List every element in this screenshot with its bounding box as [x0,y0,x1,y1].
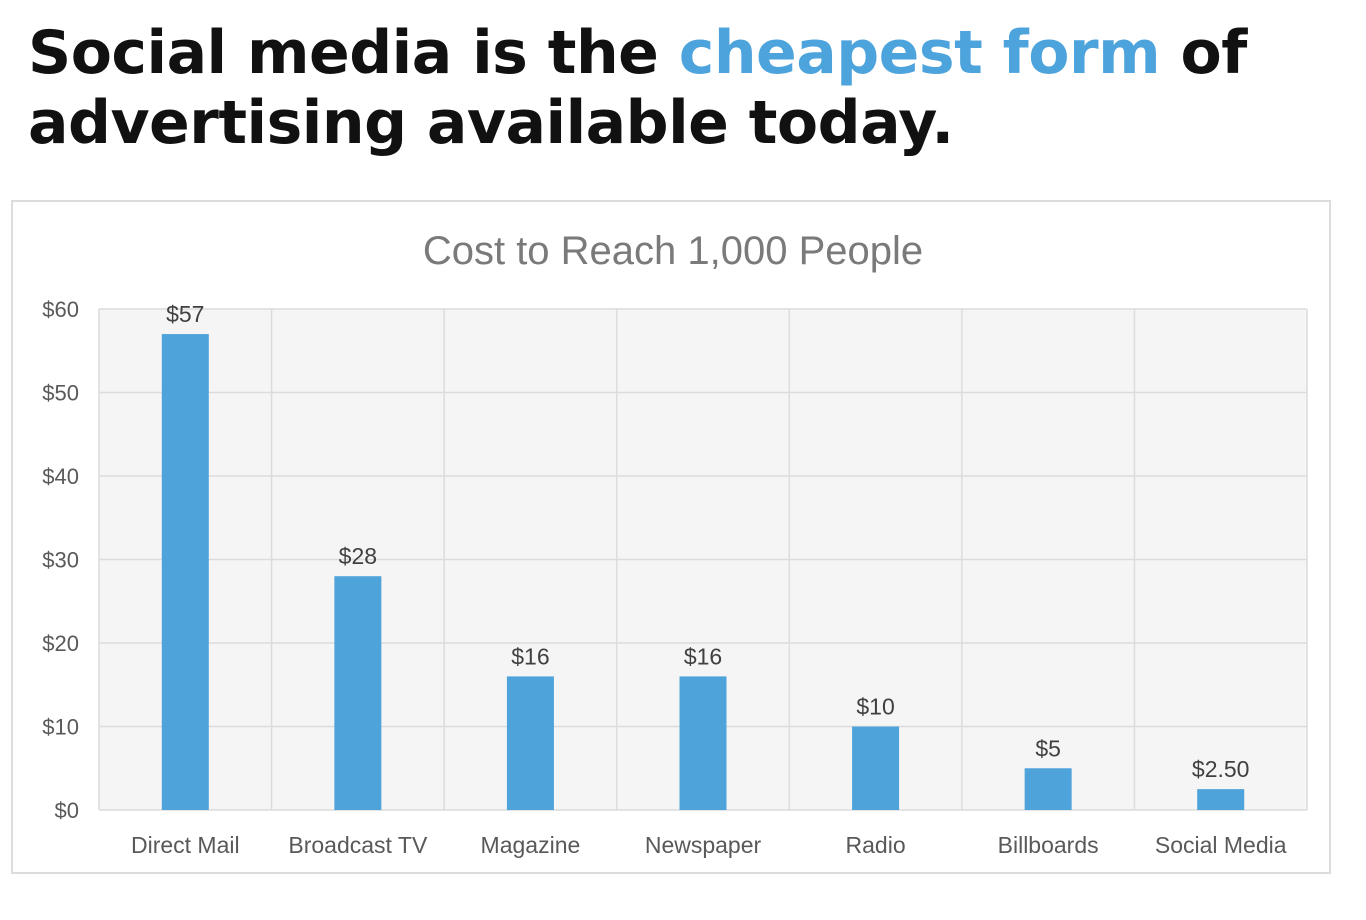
bar-chart: Cost to Reach 1,000 People $0 $10 $20 $30 $4… [42,229,1308,858]
bar [852,726,900,810]
bar [334,576,382,810]
headline-part-1: Social media is the [28,18,679,88]
bar [1197,789,1245,810]
y-tick-label: $20 [42,631,79,656]
x-tick-label: Billboards [998,832,1099,858]
y-tick-label: $50 [42,381,79,406]
data-label: $57 [166,301,204,327]
x-tick-label: Broadcast TV [288,832,428,858]
headline: Social media is the cheapest form of adv… [28,18,1328,158]
y-tick-label: $60 [42,297,79,322]
y-tick-label: $0 [55,798,79,823]
data-label: $16 [684,643,722,669]
data-label: $5 [1035,735,1061,761]
data-label: $28 [339,543,377,569]
chart-frame: Cost to Reach 1,000 People $0 $10 $20 $30 $4… [11,200,1331,874]
data-label: $16 [511,643,549,669]
x-tick-label: Radio [846,832,906,858]
headline-accent: cheapest form [678,18,1161,88]
bar [506,676,554,810]
bar [1024,768,1072,810]
y-tick-label: $10 [42,715,79,740]
x-tick-label: Social Media [1155,832,1287,858]
x-tick-label: Direct Mail [131,832,240,858]
bar [161,334,209,810]
plot-area: $0 $10 $20 $30 $40 $50 $60 $57 Direct Mail $28 Bro… [42,297,1308,858]
bar [679,676,727,810]
y-tick-label: $40 [42,464,79,489]
headline-part-2: of advertising available today. [28,18,1247,158]
data-label: $10 [856,694,894,720]
chart-title: Cost to Reach 1,000 People [423,229,923,273]
x-tick-label: Newspaper [645,832,762,858]
y-tick-label: $30 [42,548,79,573]
data-label: $2.50 [1192,756,1250,782]
x-tick-label: Magazine [481,832,581,858]
